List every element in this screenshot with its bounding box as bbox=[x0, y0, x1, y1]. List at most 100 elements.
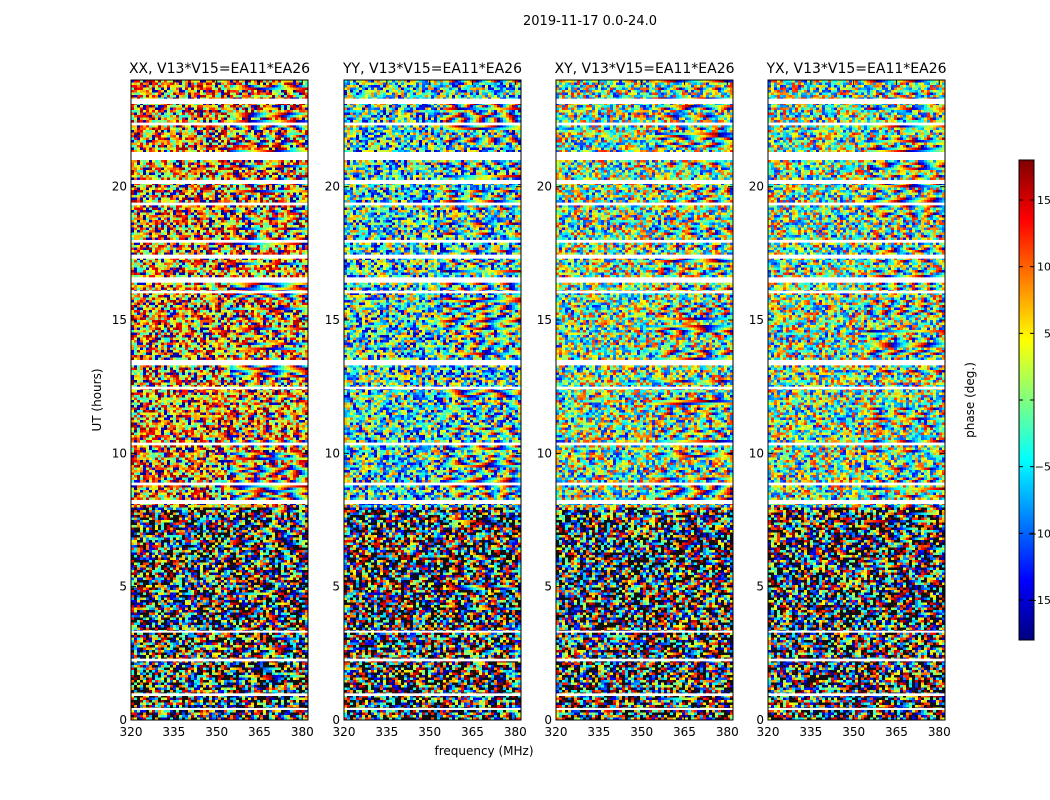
phase-cell bbox=[224, 95, 227, 98]
phase-cell bbox=[152, 88, 155, 91]
phase-cell bbox=[149, 85, 152, 88]
phase-cell bbox=[182, 90, 185, 93]
phase-cell bbox=[290, 90, 293, 93]
phase-cell bbox=[221, 85, 224, 88]
phase-cell bbox=[239, 83, 242, 86]
phase-cell bbox=[167, 88, 170, 91]
phase-cell bbox=[212, 95, 215, 98]
phase-cell bbox=[194, 83, 197, 86]
phase-cell bbox=[224, 88, 227, 91]
phase-cell bbox=[203, 83, 206, 86]
phase-cell bbox=[206, 95, 209, 98]
phase-cell bbox=[227, 85, 230, 88]
phase-cell bbox=[134, 105, 137, 108]
phase-cell bbox=[236, 93, 239, 96]
phase-cell bbox=[182, 83, 185, 86]
phase-cell bbox=[206, 93, 209, 96]
phase-cell bbox=[230, 90, 233, 93]
phase-cell bbox=[146, 90, 149, 93]
phase-cell bbox=[185, 90, 188, 93]
phase-cell bbox=[140, 88, 143, 91]
phase-cell bbox=[182, 93, 185, 96]
phase-cell bbox=[227, 83, 230, 86]
phase-cell bbox=[194, 85, 197, 88]
phase-cell bbox=[275, 85, 278, 88]
phase-cell bbox=[233, 95, 236, 98]
phase-cell bbox=[194, 105, 197, 108]
phase-cell bbox=[272, 90, 275, 93]
phase-cell bbox=[269, 95, 272, 98]
phase-cell bbox=[302, 88, 305, 91]
phase-cell bbox=[146, 105, 149, 108]
phase-cell bbox=[167, 93, 170, 96]
phase-cell bbox=[140, 93, 143, 96]
phase-cell bbox=[248, 95, 251, 98]
phase-cell bbox=[224, 83, 227, 86]
phase-cell bbox=[146, 93, 149, 96]
phase-cell bbox=[242, 83, 245, 86]
phase-cell bbox=[275, 88, 278, 91]
phase-cell bbox=[158, 88, 161, 91]
phase-cell bbox=[164, 105, 167, 108]
phase-cell bbox=[155, 90, 158, 93]
phase-cell bbox=[215, 85, 218, 88]
phase-cell bbox=[215, 95, 218, 98]
phase-cell bbox=[209, 93, 212, 96]
phase-cell bbox=[143, 95, 146, 98]
phase-cell bbox=[164, 88, 167, 91]
phase-cell bbox=[203, 93, 206, 96]
phase-cell bbox=[170, 93, 173, 96]
phase-cell bbox=[221, 95, 224, 98]
phase-cell bbox=[191, 105, 194, 108]
phase-cell bbox=[257, 95, 260, 98]
phase-cell bbox=[179, 90, 182, 93]
phase-cell bbox=[173, 85, 176, 88]
phase-cell bbox=[239, 93, 242, 96]
phase-cell bbox=[227, 88, 230, 91]
phase-cell bbox=[209, 85, 212, 88]
phase-cell bbox=[287, 90, 290, 93]
phase-cell bbox=[200, 93, 203, 96]
phase-cell bbox=[221, 83, 224, 86]
phase-cell bbox=[248, 85, 251, 88]
phase-cell bbox=[269, 88, 272, 91]
phase-cell bbox=[158, 95, 161, 98]
phase-cell bbox=[218, 93, 221, 96]
phase-cell bbox=[224, 93, 227, 96]
phase-cell bbox=[137, 88, 140, 91]
phase-cell bbox=[212, 90, 215, 93]
phase-cell bbox=[176, 83, 179, 86]
phase-cell bbox=[218, 95, 221, 98]
phase-cell bbox=[182, 105, 185, 108]
phase-cell bbox=[155, 95, 158, 98]
phase-cell bbox=[287, 88, 290, 91]
phase-cell bbox=[302, 93, 305, 96]
phase-cell bbox=[230, 105, 233, 108]
phase-cell bbox=[299, 95, 302, 98]
phase-cell bbox=[266, 90, 269, 93]
phase-cell bbox=[266, 95, 269, 98]
phase-cell bbox=[140, 83, 143, 86]
phase-cell bbox=[182, 95, 185, 98]
phase-cell bbox=[170, 90, 173, 93]
phase-cell bbox=[236, 85, 239, 88]
phase-cell bbox=[176, 95, 179, 98]
phase-cell bbox=[185, 83, 188, 86]
phase-cell bbox=[149, 88, 152, 91]
phase-cell bbox=[272, 88, 275, 91]
phase-cell bbox=[257, 90, 260, 93]
phase-cell bbox=[134, 95, 137, 98]
phase-cell bbox=[221, 93, 224, 96]
phase-cell bbox=[212, 83, 215, 86]
phase-cell bbox=[200, 90, 203, 93]
phase-cell bbox=[188, 88, 191, 91]
phase-cell bbox=[227, 95, 230, 98]
phase-cell bbox=[200, 83, 203, 86]
phase-cell bbox=[293, 95, 296, 98]
phase-cell bbox=[161, 85, 164, 88]
phase-cell bbox=[179, 95, 182, 98]
phase-cell bbox=[293, 93, 296, 96]
phase-cell bbox=[212, 93, 215, 96]
phase-cell bbox=[170, 85, 173, 88]
phase-cell bbox=[137, 105, 140, 108]
